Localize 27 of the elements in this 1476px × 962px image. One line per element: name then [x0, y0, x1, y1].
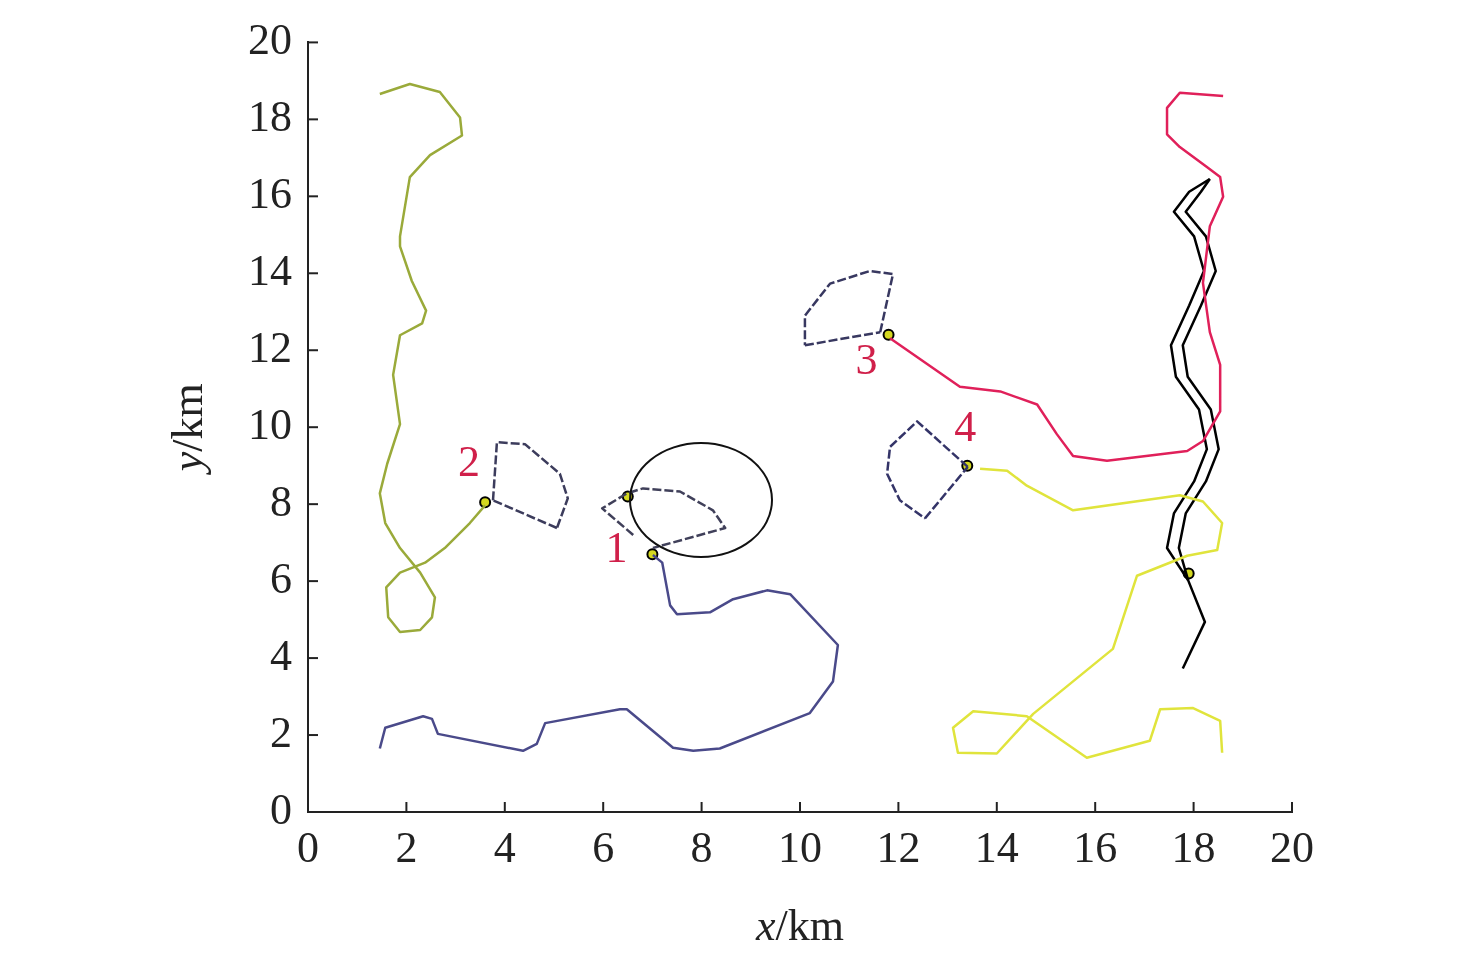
x-axis-title: x/km [755, 900, 844, 950]
y-axis-title: y/km [162, 383, 212, 476]
x-tick-label: 18 [1171, 822, 1216, 872]
y-tick-label: 4 [270, 630, 292, 680]
y-tick-label: 6 [270, 553, 292, 603]
y-tick-label: 0 [270, 784, 292, 834]
y-tick-label: 18 [248, 91, 292, 141]
x-tick-label: 2 [395, 822, 418, 872]
x-tick-label: 4 [493, 822, 516, 872]
y-tick-label: 12 [248, 322, 292, 372]
y-tick-label: 10 [248, 399, 292, 449]
x-tick-label: 6 [592, 822, 615, 872]
y-tick-label: 20 [248, 14, 292, 64]
x-tick-label: 10 [778, 822, 822, 872]
annotation: 2 [458, 436, 481, 486]
annotation: 1 [605, 522, 628, 572]
x-tick-label: 20 [1270, 822, 1314, 872]
x-tick-label: 8 [690, 822, 713, 872]
x-tick-label: 16 [1073, 822, 1118, 872]
x-tick-label: 12 [876, 822, 921, 872]
y-tick-label: 8 [270, 476, 292, 526]
x-tick-label: 14 [974, 822, 1019, 872]
y-tick-label: 2 [270, 707, 292, 757]
annotation: 4 [954, 402, 977, 452]
annotation: 3 [855, 335, 878, 385]
y-tick-label: 14 [248, 245, 292, 295]
y-tick-label: 16 [248, 168, 292, 218]
